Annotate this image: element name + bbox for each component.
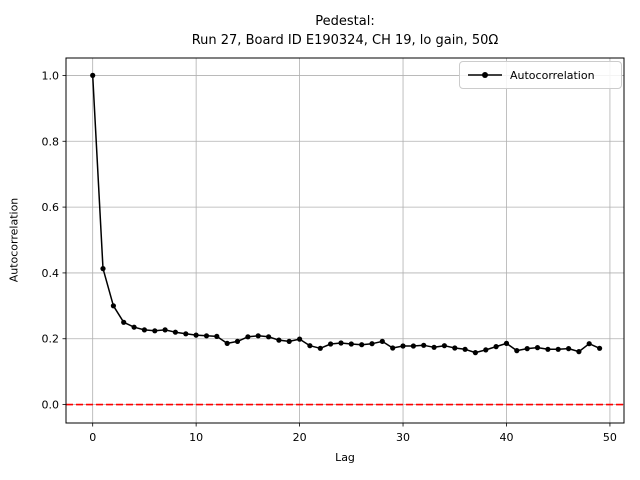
data-point — [193, 332, 199, 338]
data-point — [245, 334, 251, 340]
y-tick-label: 1.0 — [42, 69, 60, 82]
x-tick-label: 20 — [293, 431, 307, 444]
y-tick-label: 0.8 — [42, 135, 60, 148]
data-point — [503, 340, 510, 346]
data-point — [462, 346, 468, 352]
x-tick-label: 30 — [396, 431, 410, 444]
data-point — [110, 303, 116, 309]
data-point — [307, 343, 313, 349]
data-point — [421, 342, 427, 348]
data-point — [410, 343, 416, 349]
data-point — [400, 343, 406, 349]
data-point — [203, 333, 210, 339]
axes-spines — [65, 57, 625, 424]
data-point — [255, 333, 261, 339]
data-point — [483, 347, 489, 353]
data-point — [297, 336, 303, 342]
chart-title-line1: Pedestal: — [315, 14, 375, 29]
data-point — [472, 350, 478, 356]
data-point — [555, 346, 561, 352]
y-tick-label: 0.0 — [42, 399, 60, 412]
data-point — [131, 324, 137, 330]
x-tick-label: 0 — [89, 431, 96, 444]
data-point — [524, 346, 530, 352]
data-point — [152, 328, 158, 334]
chart-title-line2: Run 27, Board ID E190324, CH 19, lo gain… — [191, 33, 499, 48]
data-point — [276, 337, 282, 343]
data-point — [441, 343, 447, 349]
x-axis-label: Lag — [335, 451, 355, 464]
data-point — [534, 345, 541, 351]
data-point — [576, 349, 582, 355]
data-point — [359, 342, 365, 348]
x-tick-label: 10 — [189, 431, 203, 444]
data-point — [545, 346, 551, 352]
data-point — [566, 346, 572, 352]
legend-entry-autocorrelation: Autocorrelation — [510, 68, 595, 82]
data-point — [328, 341, 334, 347]
legend: Autocorrelation — [459, 61, 622, 89]
data-point — [90, 72, 96, 78]
autocorrelation-line — [91, 75, 600, 354]
y-tick-label: 0.2 — [42, 333, 60, 346]
data-point — [183, 331, 189, 337]
y-tick-label: 0.4 — [42, 267, 60, 280]
data-point — [100, 266, 106, 272]
legend-line-marker-icon — [468, 72, 502, 78]
data-point — [338, 340, 344, 346]
data-point — [369, 341, 375, 347]
data-point — [379, 338, 385, 344]
data-point — [431, 344, 437, 350]
data-point — [234, 338, 241, 344]
y-tick-label: 0.6 — [42, 201, 60, 214]
data-point — [162, 327, 168, 333]
x-tick-label: 40 — [499, 431, 513, 444]
data-point — [586, 341, 592, 347]
chart-title: Pedestal: Run 27, Board ID E190324, CH 1… — [66, 12, 624, 50]
data-point — [172, 329, 178, 335]
y-axis-label: Autocorrelation — [7, 197, 21, 283]
data-point — [266, 334, 272, 340]
data-point — [493, 344, 499, 350]
data-point — [597, 345, 603, 351]
data-point — [317, 345, 323, 351]
data-point — [214, 333, 220, 339]
data-point — [348, 341, 354, 347]
x-tick-label: 50 — [603, 431, 617, 444]
data-point — [286, 338, 292, 344]
data-point — [121, 319, 127, 325]
data-point — [224, 340, 230, 346]
data-point — [141, 327, 147, 333]
data-point — [452, 345, 458, 351]
data-point — [514, 348, 520, 354]
data-point — [390, 345, 396, 351]
